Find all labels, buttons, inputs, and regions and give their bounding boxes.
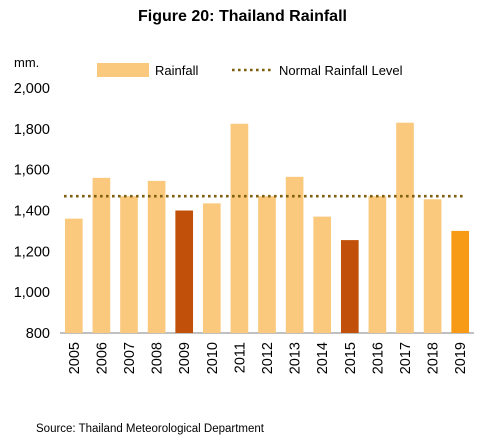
y-axis-unit-label: mm. (14, 55, 40, 70)
x-tick-label: 2010 (205, 342, 221, 374)
y-tick-label: 1,600 (14, 163, 50, 179)
x-tick-label: 2014 (315, 342, 331, 374)
x-tick-label: 2006 (94, 342, 110, 374)
bar-2013 (285, 176, 304, 333)
x-tick-label: 2016 (370, 342, 386, 374)
x-tick-label: 2011 (232, 342, 248, 373)
x-tick-label: 2005 (67, 342, 83, 374)
x-tick-label: 2008 (150, 342, 166, 374)
bar-2015 (340, 240, 359, 333)
y-tick-label: 2,000 (14, 81, 50, 97)
bar-2012 (258, 196, 276, 333)
bar-2011 (230, 123, 249, 334)
bar-2009 (175, 210, 194, 333)
y-tick-label: 1,800 (14, 122, 50, 138)
legend-rainfall-label: Rainfall (155, 63, 198, 78)
legend-normal-label: Normal Rainfall Level (279, 63, 403, 78)
x-tick-label: 2013 (288, 342, 304, 374)
source-note: Source: Thailand Meteorological Departme… (36, 423, 264, 435)
bar-2019 (451, 230, 470, 333)
y-tick-label: 1,400 (14, 204, 50, 220)
x-tick-label: 2019 (453, 342, 469, 374)
chart-title: Figure 20: Thailand Rainfall (138, 8, 347, 25)
bar-2017 (396, 122, 414, 333)
legend-rainfall-swatch (97, 63, 149, 77)
x-tick-label: 2018 (426, 342, 442, 374)
x-tick-label: 2015 (343, 342, 359, 374)
bar-2005 (64, 218, 83, 333)
x-tick-label: 2017 (398, 342, 414, 374)
y-tick-label: 800 (26, 326, 50, 342)
x-tick-label: 2012 (260, 342, 276, 374)
y-tick-label: 1,200 (14, 244, 50, 260)
x-tick-label: 2009 (177, 342, 193, 374)
x-tick-label: 2007 (122, 342, 138, 374)
y-tick-label: 1,000 (14, 285, 50, 301)
bar-2008 (147, 180, 166, 333)
bar-2007 (120, 196, 138, 333)
bar-2018 (423, 199, 442, 333)
bar-2014 (313, 216, 332, 333)
bar-2016 (368, 196, 387, 333)
bar-2006 (92, 177, 111, 333)
bar-2010 (202, 203, 221, 333)
